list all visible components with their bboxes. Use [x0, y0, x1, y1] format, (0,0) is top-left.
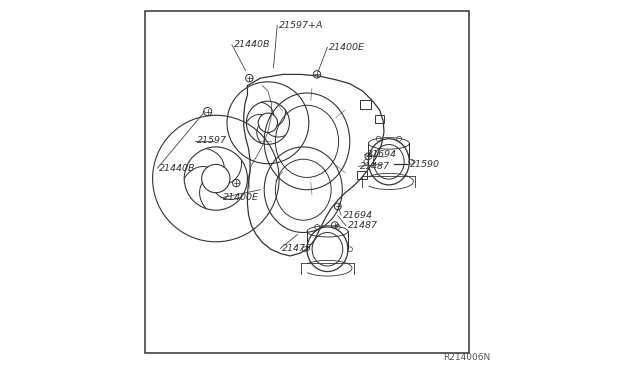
Bar: [360, 99, 371, 109]
Text: 21487: 21487: [360, 162, 390, 171]
Text: 21400E: 21400E: [223, 193, 259, 202]
Text: 21400E: 21400E: [330, 43, 365, 52]
Bar: [375, 115, 385, 123]
Bar: [145, 11, 468, 353]
Text: 21440B: 21440B: [234, 40, 270, 49]
Text: 21694: 21694: [343, 211, 373, 219]
Text: 21597+A: 21597+A: [279, 21, 324, 30]
Text: 21440B: 21440B: [159, 164, 196, 173]
Bar: [357, 171, 367, 179]
Text: 21590: 21590: [410, 160, 440, 169]
Text: 21487: 21487: [348, 221, 378, 230]
Text: 21597: 21597: [196, 136, 227, 145]
Text: R214006N: R214006N: [444, 353, 491, 362]
Text: 21694: 21694: [367, 150, 397, 159]
Text: 21475: 21475: [282, 244, 312, 253]
